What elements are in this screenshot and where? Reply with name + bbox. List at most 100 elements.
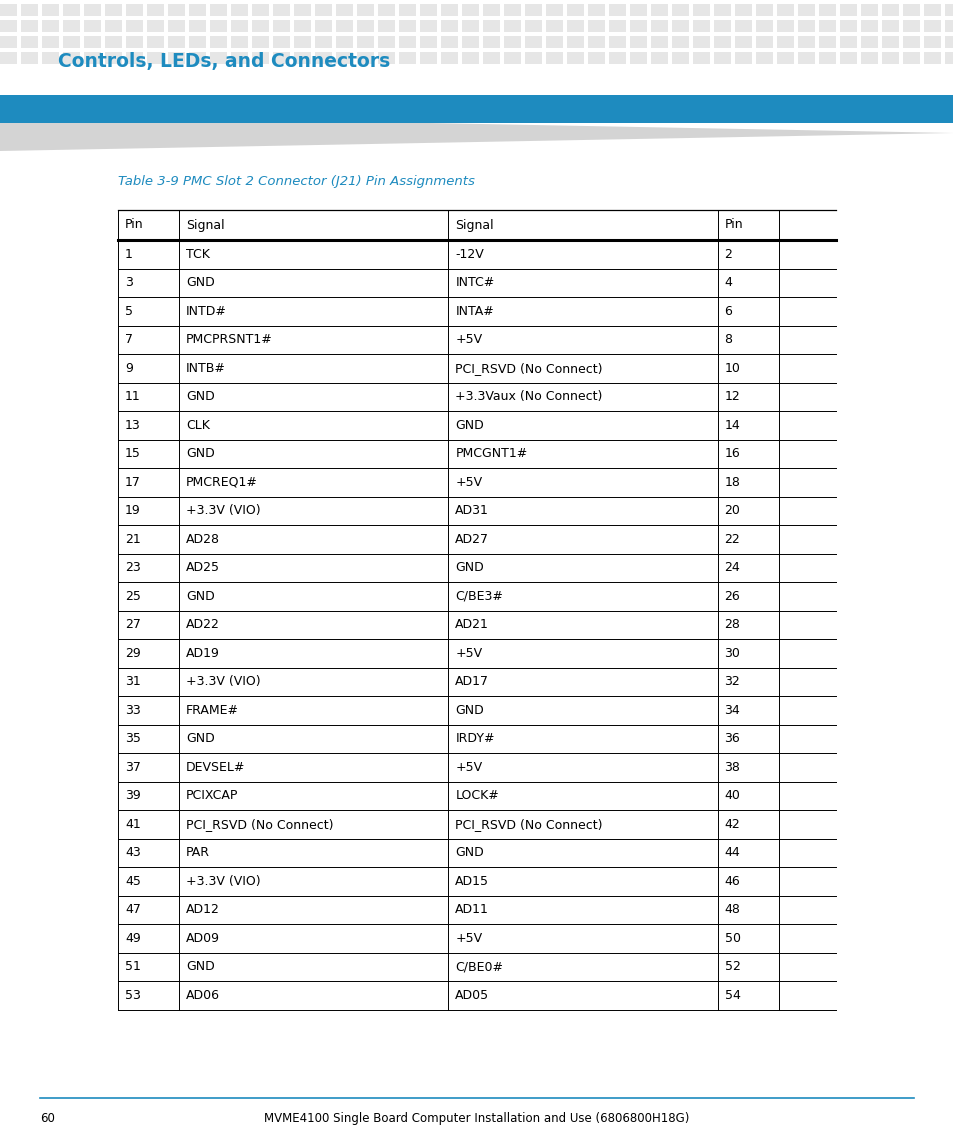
Bar: [252, 35, 269, 48]
Bar: [335, 19, 353, 32]
Text: 1: 1: [125, 247, 132, 261]
Text: 23: 23: [125, 561, 141, 575]
Text: PCIXCAP: PCIXCAP: [186, 789, 238, 803]
Bar: [147, 3, 164, 16]
Bar: [797, 3, 814, 16]
Text: MVME4100 Single Board Computer Installation and Use (6806800H18G): MVME4100 Single Board Computer Installat…: [264, 1112, 689, 1126]
Bar: [923, 52, 940, 64]
Bar: [882, 35, 898, 48]
Bar: [482, 35, 499, 48]
Bar: [734, 35, 751, 48]
Text: 21: 21: [125, 532, 141, 546]
Bar: [63, 35, 80, 48]
Bar: [840, 35, 856, 48]
Text: 47: 47: [125, 903, 141, 916]
Text: PMCPRSNT1#: PMCPRSNT1#: [186, 333, 273, 346]
Bar: [231, 35, 248, 48]
Text: +3.3V (VIO): +3.3V (VIO): [186, 676, 260, 688]
Text: 16: 16: [723, 448, 740, 460]
Text: +5V: +5V: [455, 647, 482, 660]
Bar: [168, 35, 185, 48]
Text: AD09: AD09: [186, 932, 220, 945]
Bar: [818, 35, 835, 48]
Bar: [566, 52, 583, 64]
Bar: [629, 19, 646, 32]
Bar: [0, 35, 17, 48]
Text: 22: 22: [723, 532, 740, 546]
Text: 2: 2: [723, 247, 732, 261]
Text: AD25: AD25: [186, 561, 220, 575]
Bar: [545, 19, 562, 32]
Text: 6: 6: [723, 305, 732, 318]
Text: Pin: Pin: [125, 219, 144, 231]
Bar: [105, 52, 122, 64]
Bar: [503, 3, 520, 16]
Bar: [713, 35, 730, 48]
Bar: [84, 52, 101, 64]
Bar: [629, 3, 646, 16]
Bar: [882, 19, 898, 32]
Bar: [105, 19, 122, 32]
Text: AD17: AD17: [455, 676, 489, 688]
Text: GND: GND: [186, 276, 214, 290]
Bar: [587, 19, 604, 32]
Bar: [294, 35, 311, 48]
Bar: [252, 19, 269, 32]
Bar: [608, 3, 625, 16]
Text: DEVSEL#: DEVSEL#: [186, 760, 245, 774]
Bar: [524, 3, 541, 16]
Bar: [377, 35, 395, 48]
Bar: [294, 52, 311, 64]
Text: PCI_RSVD (No Connect): PCI_RSVD (No Connect): [455, 362, 602, 374]
Text: PCI_RSVD (No Connect): PCI_RSVD (No Connect): [455, 818, 602, 831]
Bar: [545, 52, 562, 64]
Bar: [650, 3, 667, 16]
Text: INTD#: INTD#: [186, 305, 227, 318]
Bar: [944, 52, 953, 64]
Text: Pin: Pin: [723, 219, 742, 231]
Bar: [671, 52, 688, 64]
Bar: [168, 3, 185, 16]
Bar: [0, 3, 17, 16]
Bar: [587, 3, 604, 16]
Bar: [273, 35, 290, 48]
Text: 42: 42: [723, 818, 740, 831]
Bar: [63, 19, 80, 32]
Text: GND: GND: [455, 561, 483, 575]
Bar: [0, 19, 17, 32]
Text: 25: 25: [125, 590, 141, 602]
Text: +3.3V (VIO): +3.3V (VIO): [186, 875, 260, 887]
Bar: [210, 19, 227, 32]
Bar: [21, 19, 38, 32]
Text: +5V: +5V: [455, 760, 482, 774]
Bar: [0, 95, 953, 123]
Bar: [461, 52, 478, 64]
Text: PAR: PAR: [186, 846, 210, 859]
Bar: [231, 19, 248, 32]
Text: +5V: +5V: [455, 932, 482, 945]
Bar: [398, 3, 416, 16]
Bar: [755, 35, 772, 48]
Text: 60: 60: [40, 1112, 55, 1126]
Bar: [189, 52, 206, 64]
Bar: [440, 19, 457, 32]
Bar: [210, 52, 227, 64]
Bar: [461, 3, 478, 16]
Bar: [650, 52, 667, 64]
Text: 29: 29: [125, 647, 141, 660]
Bar: [189, 35, 206, 48]
Bar: [42, 35, 59, 48]
Text: 37: 37: [125, 760, 141, 774]
Text: AD28: AD28: [186, 532, 220, 546]
Bar: [461, 35, 478, 48]
Bar: [503, 52, 520, 64]
Text: 44: 44: [723, 846, 740, 859]
Text: LOCK#: LOCK#: [455, 789, 498, 803]
Bar: [126, 19, 143, 32]
Bar: [314, 35, 332, 48]
Bar: [861, 19, 877, 32]
Text: CLK: CLK: [186, 419, 210, 432]
Bar: [335, 35, 353, 48]
Text: 10: 10: [723, 362, 740, 374]
Bar: [902, 52, 919, 64]
